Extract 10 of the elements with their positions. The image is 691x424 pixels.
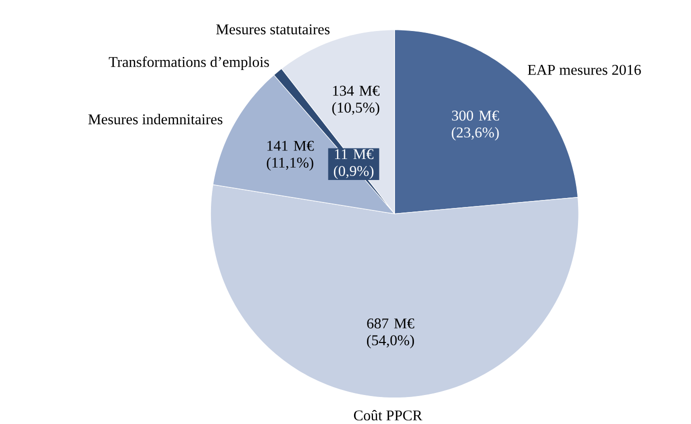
- slice-label: Transformations d’emplois: [108, 56, 269, 70]
- slice-label: Coût PPCR: [354, 410, 422, 421]
- data-label: 141 M€ (11,1%): [266, 140, 314, 171]
- data-label: 300 M€ (23,6%): [452, 110, 500, 141]
- slice-label: EAP mesures 2016: [528, 64, 641, 75]
- data-label: 687 M€ (54,0%): [366, 318, 414, 348]
- slice-label: Mesures statutaires: [216, 24, 330, 34]
- slice-label: Mesures indemnitaires: [88, 114, 222, 124]
- data-label: 11 M€ (0,9%): [334, 149, 374, 180]
- data-label: 134 M€ (10,5%): [332, 86, 380, 116]
